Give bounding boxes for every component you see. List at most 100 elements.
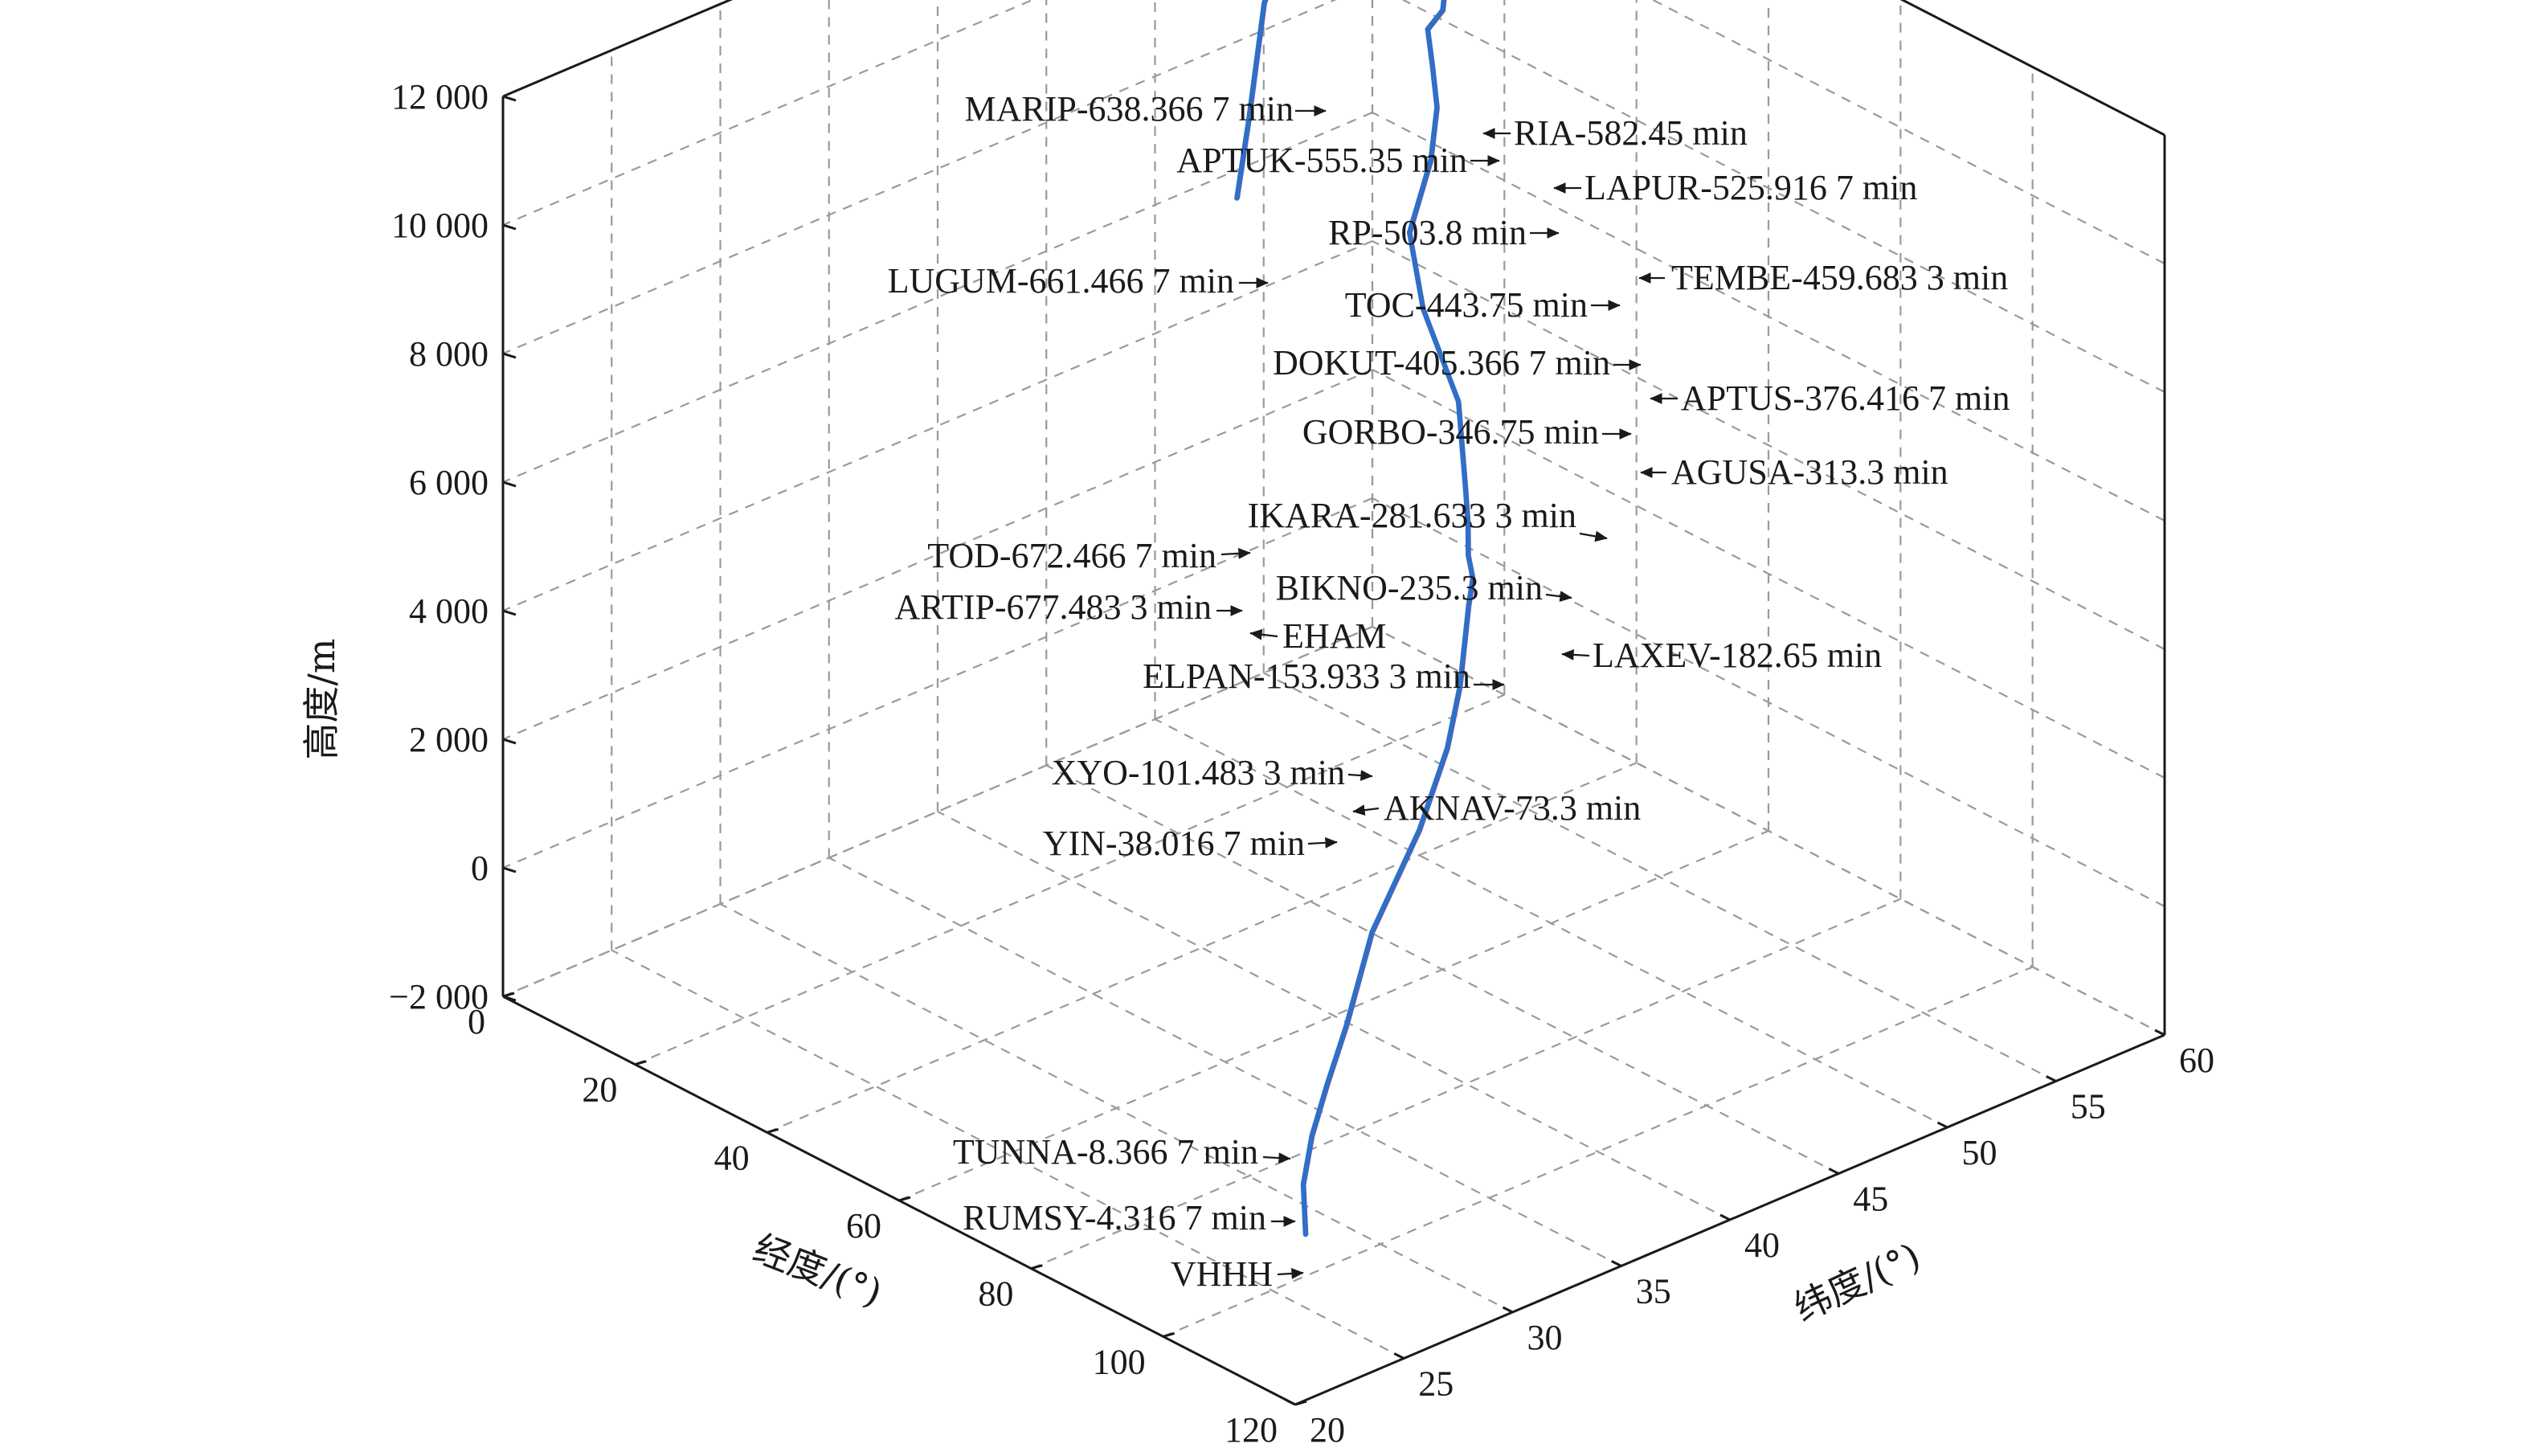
- waypoint-label: XYO-101.483 3 min: [1052, 753, 1345, 792]
- y-tick-label: 50: [1962, 1133, 1997, 1172]
- waypoint-label: GORBO-346.75 min: [1302, 412, 1599, 452]
- waypoint-label: LAXEV-182.65 min: [1593, 636, 1882, 675]
- waypoint-aptus: APTUS-376.416 7 min: [1650, 378, 2010, 418]
- grid-line: [1650, 0, 2165, 264]
- y-tick-mark: [1936, 1121, 1948, 1129]
- waypoint-toc: TOC-443.75 min: [1345, 285, 1621, 325]
- waypoint-agusa: AGUSA-313.3 min: [1640, 452, 1948, 492]
- z-tick-mark: [502, 95, 517, 102]
- x-axis-ticks: 0 20 40 60 80 100 120: [468, 992, 1307, 1450]
- y-tick-mark: [1393, 1352, 1405, 1360]
- waypoint-label: ELPAN-153.933 3 min: [1143, 656, 1470, 696]
- x-tick-label: 100: [1093, 1342, 1146, 1381]
- waypoint-label: TEMBE-459.683 3 min: [1671, 258, 2008, 297]
- x-tick-mark: [767, 1127, 779, 1134]
- waypoint-vhhh: VHHH: [1171, 1254, 1304, 1294]
- y-tick-label: 20: [1310, 1410, 1345, 1450]
- z-tick-mark: [502, 223, 517, 231]
- waypoint-rumsy: RUMSY-4.316 7 min: [963, 1198, 1296, 1237]
- waypoint-label: APTUS-376.416 7 min: [1681, 378, 2010, 418]
- y-tick-label: 60: [2179, 1041, 2214, 1080]
- box-edge: [502, 0, 734, 98]
- y-tick-mark: [2046, 1075, 2057, 1082]
- waypoint-xyo: XYO-101.483 3 min: [1052, 753, 1373, 792]
- waypoint-lapur: LAPUR-525.916 7 min: [1553, 168, 1917, 207]
- waypoint-label: IKARA-281.633 3 min: [1248, 496, 1576, 535]
- waypoint-label: DOKUT-405.366 7 min: [1273, 343, 1610, 382]
- x-tick-label: 80: [978, 1274, 1013, 1314]
- y-tick-mark: [1719, 1213, 1731, 1221]
- waypoint-yin: YIN-38.016 7 min: [1043, 824, 1338, 863]
- grid-line: [1045, 764, 1839, 1175]
- z-tick-mark: [502, 995, 517, 1002]
- waypoint-aptuk: APTUK-555.35 min: [1176, 141, 1500, 180]
- trajectory-line: [1234, 0, 1476, 1237]
- waypoint-label: APTUK-555.35 min: [1176, 141, 1467, 180]
- waypoint-label: RIA-582.45 min: [1514, 113, 1748, 153]
- waypoint-label: RP-503.8 min: [1328, 213, 1527, 252]
- grid-line: [1372, 626, 2165, 1036]
- grid-line: [611, 949, 1405, 1360]
- x-tick-label: 120: [1225, 1410, 1278, 1450]
- waypoint-label: TUNNA-8.366 7 min: [953, 1132, 1258, 1172]
- waypoint-bikno: BIKNO-235.3 min: [1276, 568, 1572, 607]
- waypoint-label: BIKNO-235.3 min: [1276, 568, 1543, 607]
- waypoint-tunna: TUNNA-8.366 7 min: [953, 1132, 1291, 1172]
- x-tick-mark: [1163, 1331, 1176, 1338]
- grid-line: [1154, 718, 1948, 1128]
- grid-line: [1372, 112, 2165, 521]
- grid-line: [1030, 898, 1901, 1270]
- grid-line: [719, 903, 1514, 1313]
- z-tick-mark: [502, 352, 517, 359]
- grid-line: [1372, 240, 2165, 650]
- z-tick-label: 8 000: [409, 334, 489, 374]
- grid-line: [502, 625, 1373, 998]
- grid-line: [898, 829, 1769, 1202]
- waypoint-marip: MARIP-638.366 7 min: [965, 89, 1327, 129]
- y-tick-label: 45: [1853, 1180, 1888, 1219]
- waypoint-artip: ARTIP-677.483 3 min: [894, 587, 1243, 627]
- waypoint-eham: EHAM: [1249, 616, 1387, 656]
- y-tick-label: 55: [2071, 1087, 2106, 1127]
- grid-line: [937, 811, 1731, 1221]
- waypoint-label: LUGUM-661.466 7 min: [888, 261, 1234, 301]
- axes-box: [501, 0, 2166, 1406]
- y-tick-label: 30: [1527, 1318, 1563, 1357]
- z-tick-mark: [502, 481, 517, 488]
- waypoint-labels: MARIP-638.366 7 min RIA-582.45 min APTUK…: [888, 89, 2010, 1294]
- z-axis-ticks: −2 000 0 2 000 4 000 6 000 8 000 10 000 12 000: [389, 77, 517, 1016]
- waypoint-rp: RP-503.8 min: [1328, 213, 1560, 252]
- z-tick-mark: [502, 738, 517, 745]
- waypoint-aknav: AKNAV-73.3 min: [1352, 788, 1641, 828]
- grid-line: [1401, 0, 2165, 393]
- grid-line: [502, 368, 1373, 741]
- y-tick-label: 35: [1636, 1272, 1671, 1311]
- waypoint-tod: TOD-672.466 7 min: [927, 536, 1251, 575]
- waypoint-label: MARIP-638.366 7 min: [965, 89, 1294, 129]
- waypoint-label: TOC-443.75 min: [1345, 285, 1588, 325]
- z-tick-label: 6 000: [409, 463, 489, 502]
- waypoint-label: ARTIP-677.483 3 min: [894, 587, 1212, 627]
- waypoint-dokut: DOKUT-405.366 7 min: [1273, 343, 1642, 382]
- z-axis-label: 高度/m: [300, 638, 343, 759]
- x-tick-mark: [1294, 1400, 1307, 1406]
- z-tick-label: 10 000: [391, 206, 489, 245]
- waypoint-label: LAPUR-525.916 7 min: [1584, 168, 1917, 207]
- waypoint-label: YIN-38.016 7 min: [1043, 824, 1305, 863]
- y-tick-mark: [1611, 1260, 1622, 1267]
- grid-line: [1372, 369, 2165, 779]
- x-tick-mark: [898, 1196, 911, 1202]
- grid-line: [502, 625, 1373, 998]
- y-tick-label: 25: [1418, 1364, 1454, 1404]
- grid-line: [767, 762, 1638, 1134]
- waypoint-label: VHHH: [1171, 1254, 1273, 1294]
- waypoint-label: EHAM: [1282, 616, 1387, 656]
- waypoint-label: AGUSA-313.3 min: [1671, 452, 1948, 492]
- z-tick-mark: [502, 609, 517, 616]
- x-tick-label: 20: [582, 1070, 617, 1110]
- z-tick-label: 0: [471, 849, 489, 888]
- x-tick-label: 40: [714, 1138, 750, 1177]
- x-tick-mark: [1030, 1264, 1043, 1270]
- waypoint-ikara: IKARA-281.633 3 min: [1248, 496, 1608, 542]
